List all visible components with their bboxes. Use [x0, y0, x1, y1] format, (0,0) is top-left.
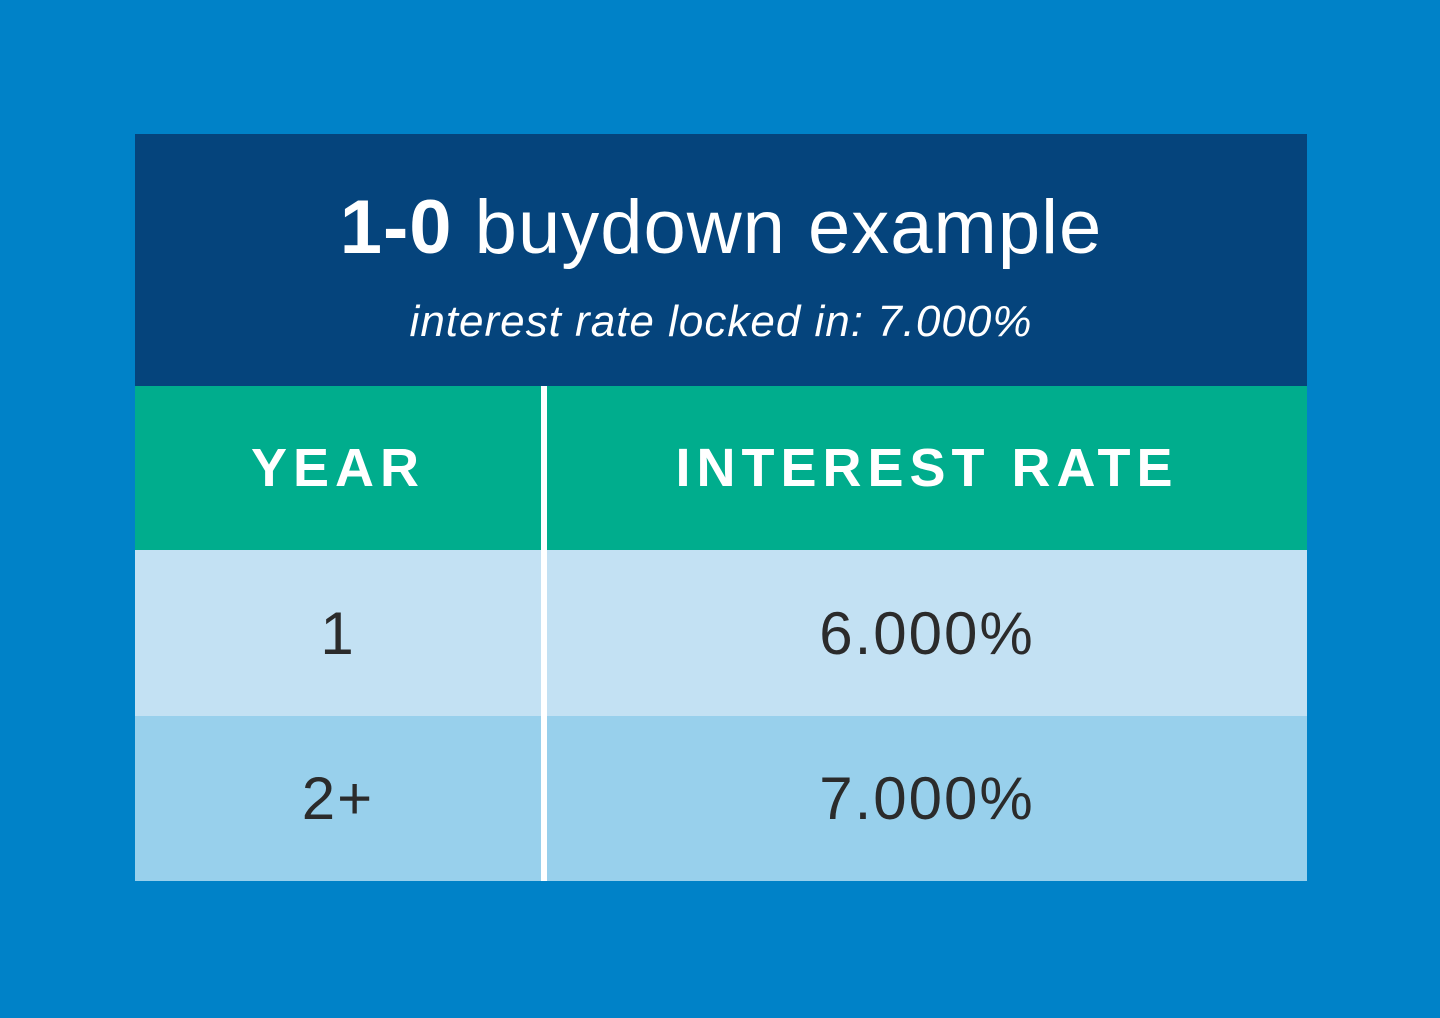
card-title-buydown-type: 1-0: [339, 185, 453, 270]
card-title-text: buydown example: [474, 185, 1103, 270]
rate-table: YEAR INTEREST RATE 1 6.000% 2+ 7.000%: [135, 386, 1307, 881]
card-title: 1-0 buydown example: [340, 190, 1103, 266]
column-header-interest-rate: INTEREST RATE: [547, 386, 1307, 550]
card-subtitle-locked-rate: interest rate locked in: 7.000%: [409, 297, 1033, 346]
column-header-year: YEAR: [135, 386, 541, 550]
table-row-2-year: 2+: [135, 716, 541, 881]
table-row-1-rate: 6.000%: [547, 550, 1307, 716]
title-band: 1-0 buydown example interest rate locked…: [135, 134, 1307, 386]
buydown-example-card: 1-0 buydown example interest rate locked…: [135, 134, 1307, 881]
table-row-1-year: 1: [135, 550, 541, 716]
table-row-2-rate: 7.000%: [547, 716, 1307, 881]
